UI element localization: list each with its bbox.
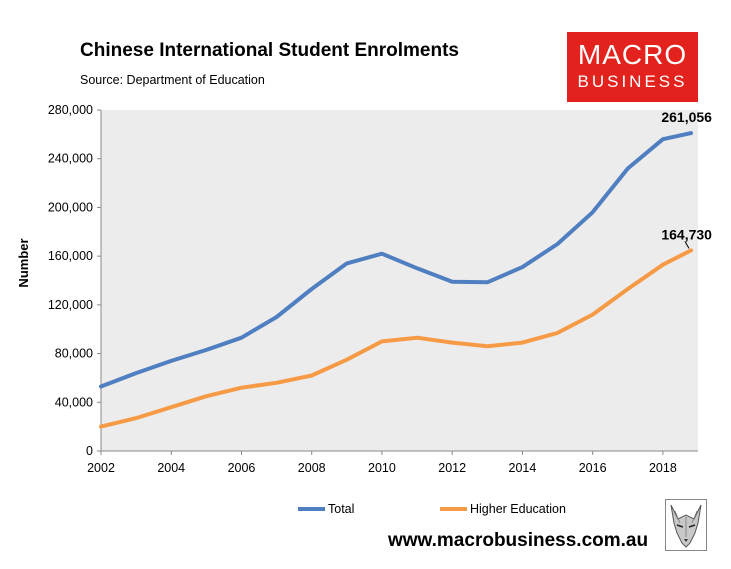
data-label-leader bbox=[684, 241, 690, 249]
series-line-higher-education bbox=[99, 248, 693, 429]
data-label-higher-education: 164,730 bbox=[661, 226, 712, 242]
x-tick-label: 2002 bbox=[87, 461, 115, 475]
x-tick-label: 2012 bbox=[438, 461, 466, 475]
legend-label-higher-education: Higher Education bbox=[470, 502, 566, 516]
logo-line-2: BUSINESS bbox=[577, 72, 688, 91]
y-axis-label: Number bbox=[16, 238, 31, 287]
website-url: www.macrobusiness.com.au bbox=[388, 530, 649, 551]
x-tick-label: 2016 bbox=[579, 461, 607, 475]
data-label-total: 261,056 bbox=[661, 109, 712, 125]
chart-source: Source: Department of Education bbox=[80, 73, 265, 87]
y-tick-label: 120,000 bbox=[48, 298, 93, 312]
series-line-total bbox=[99, 131, 693, 389]
logo-line-1: MACRO bbox=[577, 39, 688, 70]
y-tick-label: 200,000 bbox=[48, 200, 93, 214]
x-tick-label: 2006 bbox=[228, 461, 256, 475]
y-tick-label: 280,000 bbox=[48, 103, 93, 117]
wolf-icon bbox=[665, 499, 707, 551]
legend: Total Higher Education bbox=[298, 502, 566, 516]
y-tick-label: 40,000 bbox=[55, 395, 93, 409]
x-tick-label: 2014 bbox=[509, 461, 537, 475]
y-axis-ticks: 0 40,000 80,000 120,000 160,000 200,000 240,00… bbox=[48, 103, 101, 458]
macrobusiness-logo: MACRO BUSINESS bbox=[567, 32, 698, 102]
chart-title: Chinese International Student Enrolments bbox=[80, 40, 459, 61]
x-tick-label: 2010 bbox=[368, 461, 396, 475]
x-tick-label: 2004 bbox=[157, 461, 185, 475]
x-tick-label: 2018 bbox=[649, 461, 677, 475]
x-axis-ticks: 2002 2004 2006 2008 2010 2012 2014 2016 2018 bbox=[87, 451, 677, 475]
x-tick-label: 2008 bbox=[298, 461, 326, 475]
y-tick-label: 160,000 bbox=[48, 249, 93, 263]
legend-label-total: Total bbox=[328, 502, 354, 516]
series-lines bbox=[99, 131, 693, 429]
y-tick-label: 80,000 bbox=[55, 347, 93, 361]
y-tick-label: 240,000 bbox=[48, 152, 93, 166]
y-tick-label: 0 bbox=[86, 444, 93, 458]
plot-area bbox=[101, 110, 698, 451]
data-labels: 261,056 164,730 bbox=[661, 109, 712, 249]
